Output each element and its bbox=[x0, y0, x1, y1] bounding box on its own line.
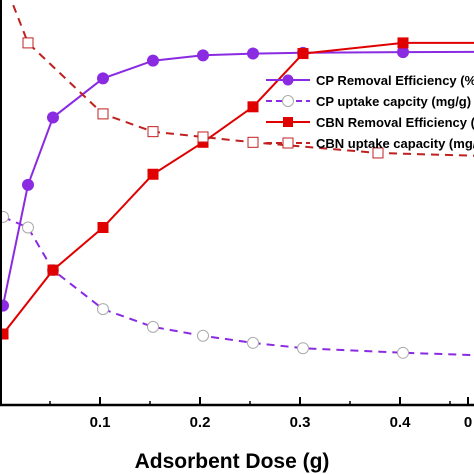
series-layer bbox=[0, 0, 474, 359]
series-2 bbox=[0, 210, 474, 359]
series-4-point-2 bbox=[22, 37, 34, 49]
series-4-point-6 bbox=[247, 136, 259, 148]
series-2-point-8 bbox=[297, 342, 309, 355]
series-2-point-9 bbox=[397, 346, 409, 359]
series-3-point-3 bbox=[97, 222, 109, 233]
series-3-point-8 bbox=[397, 37, 409, 49]
legend-label-4: CBN uptake capacity (mg/ bbox=[316, 136, 474, 151]
series-3-point-7 bbox=[297, 48, 309, 60]
series-4-point-7 bbox=[372, 147, 384, 159]
series-4-line bbox=[10, 0, 474, 157]
series-2-point-1 bbox=[0, 210, 9, 223]
x-tick-label-2: 0.2 bbox=[190, 414, 211, 431]
x-tick-label-5: 0 bbox=[464, 414, 472, 431]
series-1-point-6 bbox=[197, 49, 209, 62]
series-4-point-5 bbox=[197, 131, 209, 143]
legend-marker-3 bbox=[283, 117, 293, 127]
series-1-point-4 bbox=[97, 72, 109, 85]
series-2-point-5 bbox=[147, 320, 159, 333]
series-1-point-1 bbox=[0, 299, 9, 312]
series-4 bbox=[10, 0, 474, 159]
series-2-point-6 bbox=[197, 329, 209, 342]
x-tick-label-1: 0.1 bbox=[90, 414, 111, 431]
series-1-point-2 bbox=[22, 178, 34, 191]
series-1-line bbox=[2, 50, 474, 306]
series-2-line bbox=[2, 215, 474, 357]
series-2-point-2 bbox=[22, 221, 34, 234]
legend-marker-1 bbox=[282, 74, 294, 86]
series-4-point-3 bbox=[97, 108, 109, 120]
series-3-point-6 bbox=[247, 101, 259, 113]
series-1-point-5 bbox=[147, 54, 159, 67]
series-3-point-1 bbox=[0, 328, 9, 340]
legend: CP Removal Efficiency (% CP uptake capcit… bbox=[266, 73, 474, 151]
legend-label-2: CP uptake capcity (mg/g) bbox=[316, 94, 471, 109]
legend-marker-2 bbox=[282, 95, 294, 107]
legend-label-3: CBN Removal Efficiency ( bbox=[316, 115, 474, 130]
series-1-point-7 bbox=[247, 47, 259, 60]
series-2-point-7 bbox=[247, 336, 259, 349]
series-2-point-4 bbox=[97, 303, 109, 316]
x-tick-label-4: 0.4 bbox=[390, 414, 412, 431]
axes: 0.1 0.2 0.3 0.4 0 bbox=[0, 0, 474, 431]
legend-label-1: CP Removal Efficiency (% bbox=[316, 73, 474, 88]
series-3-point-4 bbox=[147, 168, 159, 180]
series-4-point-4 bbox=[147, 126, 159, 138]
legend-marker-4 bbox=[282, 137, 294, 149]
x-tick-label-3: 0.3 bbox=[290, 414, 311, 431]
series-1-point-3 bbox=[47, 111, 59, 124]
x-axis-title: Adsorbent Dose (g) bbox=[135, 450, 330, 473]
series-3-point-2 bbox=[47, 264, 59, 276]
